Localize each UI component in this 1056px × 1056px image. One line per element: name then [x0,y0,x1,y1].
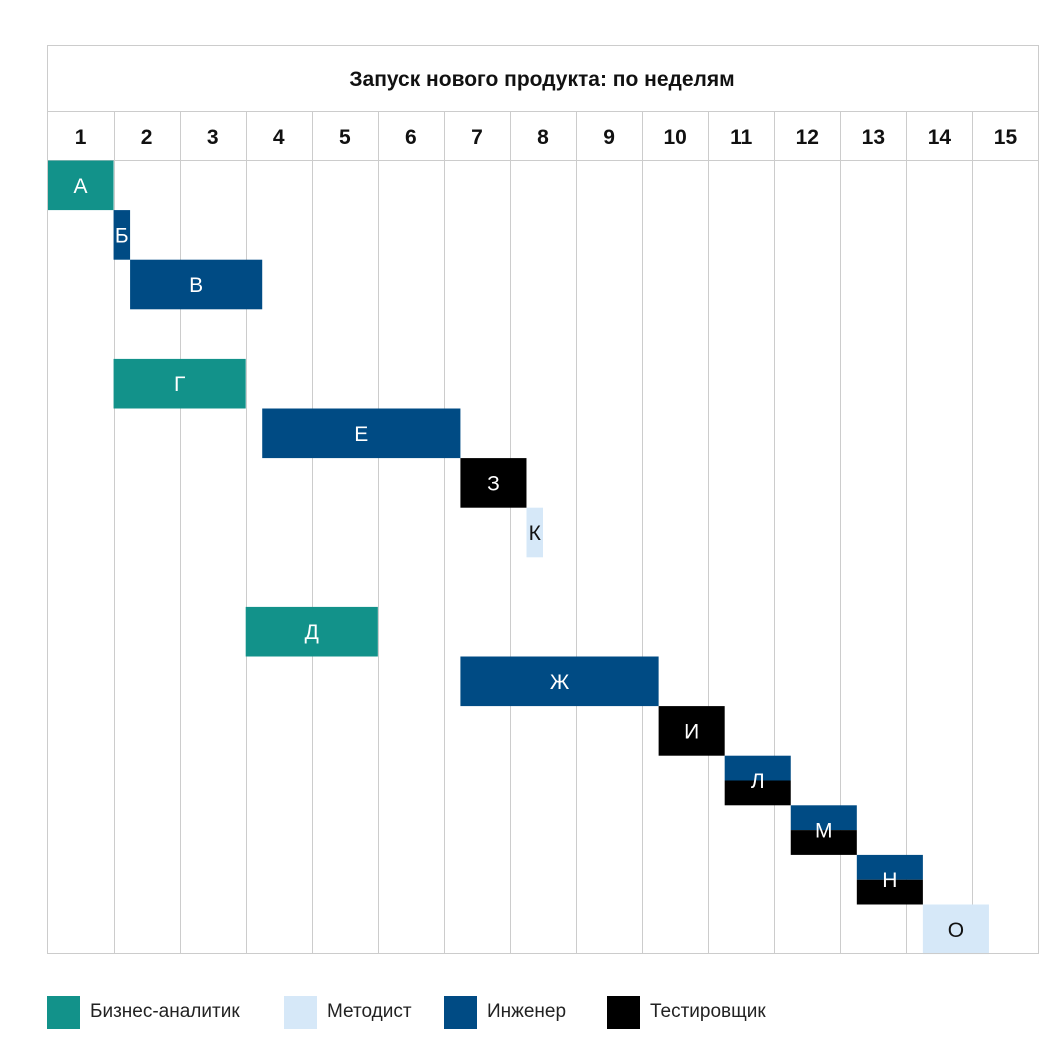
legend: Бизнес-аналитик Методист Инженер Тестировщи… [47,994,1047,1030]
task-bar-tester [856,879,923,905]
task-bar-engineer [262,408,461,459]
legend-swatch [284,995,317,1029]
week-tick-label: 7 [471,126,483,149]
task-bar-engineer [856,854,923,880]
task-bar-tester [658,706,725,756]
week-tick-label: 5 [339,126,351,149]
task-label: Д [305,621,319,644]
task-bar-engineer [113,210,131,260]
task-bar-engineer [460,656,659,707]
task-label: З [487,472,500,495]
task-labels: А Б В Г Е З К Д Ж И Л М Н О [74,175,965,942]
week-tick-label: 12 [796,126,819,149]
week-tick-label: 2 [141,126,153,149]
week-tick-label: 4 [273,126,285,149]
legend-swatch [444,995,477,1029]
week-tick-label: 11 [730,126,753,149]
legend-item-methodist: Методист [284,994,412,1030]
legend-label: Инженер [487,1001,567,1022]
legend-label: Тестировщик [650,1001,766,1022]
week-tick-label: 15 [994,126,1018,149]
task-bar-methodist [526,507,543,558]
task-label: А [74,175,88,198]
week-tick-label: 10 [663,126,686,149]
week-tick-label: 9 [603,126,615,149]
chart-title: Запуск нового продукта: по неделям [349,68,734,91]
task-bar-engineer [130,259,263,310]
task-bar-engineer [790,805,857,831]
task-bar-tester [460,458,527,508]
task-label: Л [751,770,765,793]
task-bar-analyst [245,606,378,657]
task-bar-tester [724,780,791,806]
week-tick-labels: 1 2 3 4 5 6 7 8 9 10 11 12 13 14 15 [75,126,1018,149]
task-label: Е [354,423,368,446]
chart-frame [47,45,1039,954]
legend-label: Методист [327,1001,412,1022]
task-label: И [684,720,699,743]
legend-swatch [607,995,640,1029]
week-tick-label: 3 [207,126,219,149]
task-label: Г [174,373,185,396]
legend-item-analyst: Бизнес-аналитик [47,994,240,1030]
task-bar-methodist [922,904,989,955]
week-tick-label: 14 [928,126,952,149]
task-label: Ж [550,671,570,694]
task-label: Н [882,869,897,892]
task-label: М [815,820,833,843]
task-bar-analyst [47,160,114,211]
legend-swatch [47,995,80,1029]
task-label: К [529,522,542,545]
task-bar-tester [790,830,857,855]
legend-item-engineer: Инженер [444,994,566,1030]
task-bar-engineer [724,755,791,781]
legend-item-tester: Тестировщик [607,994,766,1030]
task-label: Б [115,224,129,247]
task-bars [47,160,989,955]
week-tick-label: 8 [537,126,549,149]
week-tick-label: 6 [405,126,417,149]
week-tick-label: 1 [75,126,87,149]
week-tick-label: 13 [862,126,885,149]
chart-header: Запуск нового продукта: по неделям [349,68,734,91]
task-label: О [948,919,964,942]
legend-label: Бизнес-аналитик [90,1001,240,1022]
task-label: В [189,274,203,297]
task-bar-analyst [113,358,246,409]
